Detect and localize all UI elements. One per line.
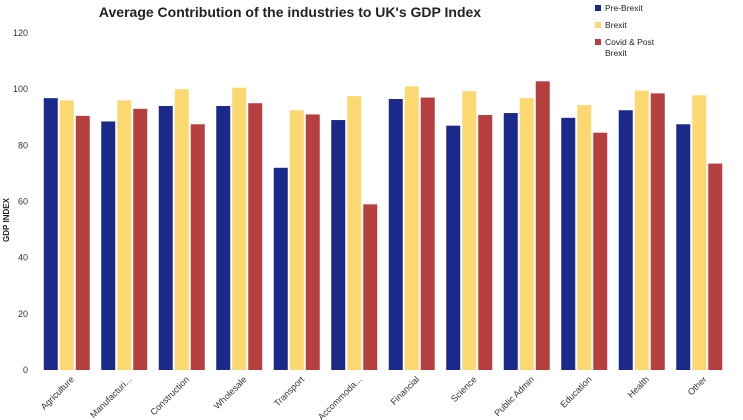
legend-label: Pre-Brexit xyxy=(605,3,643,13)
x-tick-label: Manufacturi... xyxy=(88,374,134,420)
y-tick-label: 80 xyxy=(18,140,28,150)
x-tick-label: Agriculture xyxy=(39,374,76,411)
x-tick-label: Wholesale xyxy=(212,374,249,411)
x-tick-label: Accommoda... xyxy=(316,374,364,420)
chart-title: Average Contribution of the industries t… xyxy=(99,4,481,20)
bar xyxy=(676,124,691,370)
x-tick-label: Education xyxy=(558,374,593,409)
bar xyxy=(232,87,247,370)
x-tick-label: Health xyxy=(626,374,651,399)
bar xyxy=(101,121,116,371)
bar xyxy=(289,110,304,371)
x-tick-label: Construction xyxy=(148,374,191,417)
bar xyxy=(331,120,346,370)
bar xyxy=(75,115,90,371)
bar xyxy=(519,98,534,371)
bar xyxy=(593,132,608,370)
legend-swatch xyxy=(595,39,601,45)
x-tick-label: Financial xyxy=(389,374,422,407)
bar xyxy=(503,113,518,370)
y-tick-label: 40 xyxy=(18,253,28,263)
bar xyxy=(216,106,231,371)
bar xyxy=(363,204,378,370)
bar xyxy=(248,103,263,370)
bar xyxy=(43,98,58,371)
legend-swatch xyxy=(595,5,601,11)
bar xyxy=(692,95,707,370)
bar xyxy=(347,96,362,370)
bar xyxy=(618,110,633,371)
bar xyxy=(634,90,649,370)
y-tick-label: 120 xyxy=(13,28,28,38)
bar xyxy=(117,100,132,371)
bar xyxy=(462,91,477,370)
bar xyxy=(59,100,74,371)
x-axis-ticks: Agriculture Manufacturi... Construction Who… xyxy=(39,374,709,420)
y-tick-label: 0 xyxy=(23,365,28,375)
y-tick-label: 60 xyxy=(18,197,28,207)
x-tick-label: Public Admin xyxy=(492,374,536,418)
bar xyxy=(158,106,173,371)
legend-label: Brexit xyxy=(605,20,627,30)
bar xyxy=(133,108,148,370)
y-axis-ticks: 0 20 40 60 80 100 120 xyxy=(13,28,28,375)
legend: Pre-Brexit Brexit Covid & Post Brexit xyxy=(595,3,655,58)
bar xyxy=(535,81,550,370)
x-tick-label: Other xyxy=(686,374,709,397)
bar xyxy=(388,98,403,370)
y-tick-label: 100 xyxy=(13,84,28,94)
bar xyxy=(708,163,723,370)
bar xyxy=(404,86,419,370)
y-tick-label: 20 xyxy=(18,309,28,319)
x-tick-label: Transport xyxy=(272,374,306,408)
bar xyxy=(174,89,189,371)
legend-label: Covid & Post Brexit xyxy=(605,37,655,58)
bar xyxy=(273,167,288,370)
bar xyxy=(561,117,576,370)
bars xyxy=(43,81,723,371)
bar xyxy=(305,114,320,370)
x-tick-label: Science xyxy=(449,374,479,404)
bar xyxy=(190,124,205,370)
bar xyxy=(577,105,592,370)
y-axis-label: GDP INDEX xyxy=(2,197,11,242)
bar xyxy=(420,97,435,370)
bar xyxy=(446,125,461,370)
legend-swatch xyxy=(595,22,601,28)
bar xyxy=(478,115,493,371)
bar xyxy=(650,93,665,371)
